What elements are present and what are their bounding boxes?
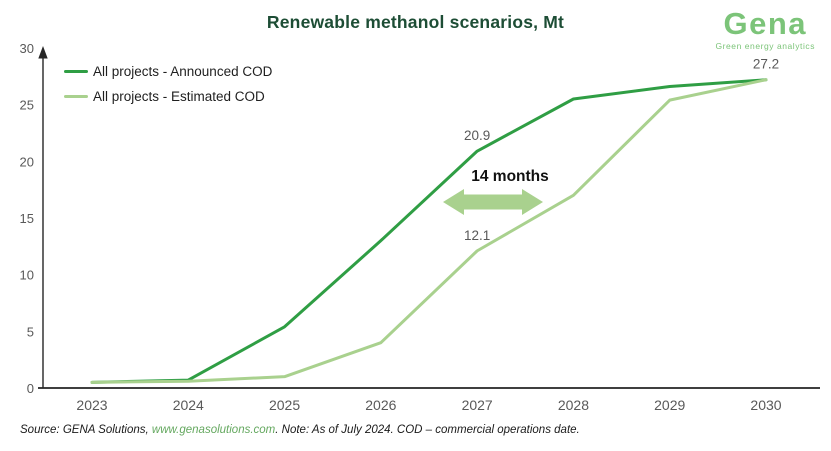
- y-axis-arrowhead-icon: [38, 46, 48, 59]
- x-tick-label: 2025: [269, 397, 300, 413]
- y-tick-label: 20: [20, 154, 34, 169]
- x-tick-label: 2027: [462, 397, 493, 413]
- x-tick-label: 2028: [558, 397, 589, 413]
- series-line-announced: [90, 78, 768, 384]
- x-tick-label: 2024: [173, 397, 204, 413]
- y-tick-label: 25: [20, 98, 34, 113]
- x-tick-label: 2023: [76, 397, 107, 413]
- estimated-line-swatch: [64, 94, 88, 99]
- x-tick-label: 2026: [365, 397, 396, 413]
- chart-title: Renewable methanol scenarios, Mt: [266, 12, 565, 32]
- source-prefix: Source: GENA Solutions,: [20, 424, 152, 436]
- y-tick-label: 30: [20, 41, 34, 56]
- legend-label-estimated: All projects - Estimated COD: [93, 89, 265, 104]
- x-tick-label: 2029: [654, 397, 685, 413]
- point-value-label: 20.9: [464, 128, 490, 143]
- logo-tagline: Green energy analytics: [715, 41, 815, 51]
- source-suffix: . Note: As of July 2024. COD – commercia…: [275, 424, 580, 436]
- gap-arrow-icon: [443, 189, 543, 215]
- gena-logo: Gena Green energy analytics: [715, 8, 815, 51]
- source-link[interactable]: www.genasolutions.com: [151, 424, 276, 436]
- x-tick-label: 2030: [750, 397, 781, 413]
- announced-line-swatch: [64, 69, 88, 74]
- point-value-label: 12.1: [464, 228, 490, 243]
- gap-annotation-label: 14 months: [471, 168, 549, 185]
- y-tick-label: 5: [27, 324, 34, 339]
- legend-item-estimated: All projects - Estimated COD: [64, 89, 272, 104]
- source-note: Source: GENA Solutions, www.genasolution…: [20, 424, 580, 436]
- chart-legend: All projects - Announced COD All project…: [64, 64, 272, 114]
- legend-item-announced: All projects - Announced COD: [64, 64, 272, 79]
- legend-label-announced: All projects - Announced COD: [93, 64, 273, 79]
- y-tick-label: 15: [20, 211, 34, 226]
- point-value-label: 27.2: [753, 57, 779, 72]
- logo-wordmark: Gena: [723, 6, 807, 41]
- y-tick-label: 0: [27, 381, 34, 396]
- y-tick-label: 10: [20, 268, 34, 283]
- series-line-estimated: [90, 78, 768, 384]
